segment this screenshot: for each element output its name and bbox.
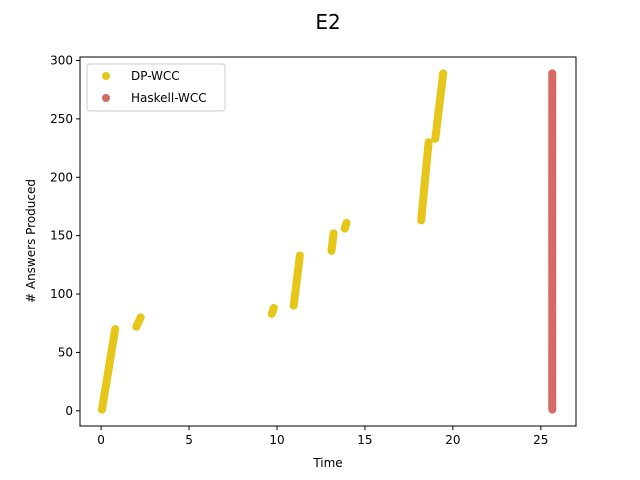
chart-title: E2 bbox=[315, 10, 340, 34]
data-point bbox=[439, 69, 448, 78]
x-axis-ticks: 0 5 10 15 20 25 bbox=[97, 426, 548, 447]
x-tick-label: 20 bbox=[445, 433, 460, 447]
legend-box bbox=[86, 63, 226, 112]
y-axis-label: # Answers Produced bbox=[24, 179, 38, 303]
y-tick-label: 0 bbox=[65, 404, 73, 418]
legend-label-haskell-wcc: Haskell-WCC bbox=[131, 91, 207, 105]
plot-area bbox=[79, 56, 577, 427]
y-tick-label: 100 bbox=[50, 287, 73, 301]
data-point bbox=[548, 69, 557, 78]
series-dp-wcc bbox=[97, 69, 448, 414]
data-point bbox=[269, 304, 278, 313]
legend: DP-WCC Haskell-WCC bbox=[86, 63, 226, 112]
y-tick-label: 150 bbox=[50, 229, 73, 243]
legend-label-dp-wcc: DP-WCC bbox=[131, 69, 180, 83]
y-tick-label: 300 bbox=[50, 54, 73, 68]
data-point bbox=[295, 251, 304, 260]
data-point bbox=[424, 138, 433, 147]
y-tick-label: 50 bbox=[58, 345, 73, 359]
legend-marker-haskell-wcc bbox=[102, 94, 110, 102]
axes-frame bbox=[79, 56, 577, 427]
x-tick-label: 15 bbox=[357, 433, 372, 447]
data-point bbox=[329, 229, 338, 238]
x-axis-label: Time bbox=[312, 456, 342, 470]
y-tick-label: 250 bbox=[50, 112, 73, 126]
data-points bbox=[97, 69, 557, 414]
data-point bbox=[342, 218, 351, 227]
x-tick-label: 0 bbox=[97, 433, 105, 447]
x-tick-label: 10 bbox=[269, 433, 284, 447]
data-point bbox=[111, 325, 120, 334]
legend-marker-dp-wcc bbox=[102, 72, 110, 80]
y-axis-ticks: 0 50 100 150 200 250 300 bbox=[50, 54, 80, 418]
y-tick-label: 200 bbox=[50, 170, 73, 184]
x-tick-label: 25 bbox=[533, 433, 548, 447]
x-tick-label: 5 bbox=[185, 433, 193, 447]
series-haskell-wcc bbox=[548, 69, 557, 414]
data-point bbox=[136, 313, 145, 322]
